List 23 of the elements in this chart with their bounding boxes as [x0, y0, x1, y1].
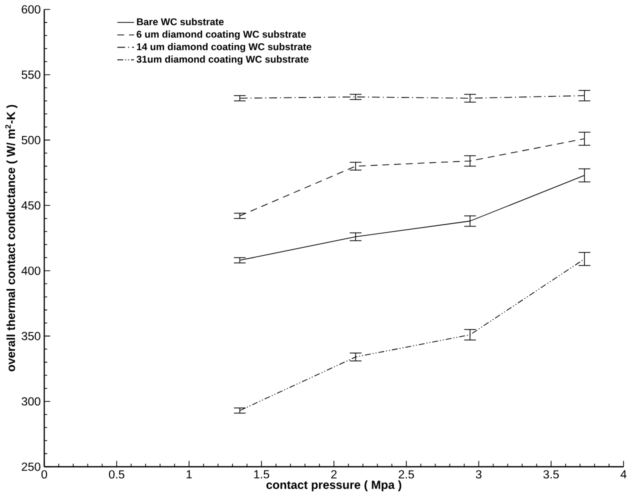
y-tick-label: 550: [22, 70, 40, 80]
x-tick-label: 2: [331, 470, 337, 479]
x-tick-label: 3: [476, 470, 482, 479]
legend-label: 14 um diamond coating WC substrate: [136, 43, 312, 52]
y-tick-label: 400: [21, 266, 40, 276]
x-tick-label: 0: [41, 470, 48, 479]
legend-label: 6 um diamond coating WC substrate: [136, 30, 306, 40]
y-tick-label: 600: [22, 5, 40, 14]
y-tick-label: 350: [22, 332, 40, 340]
y-tick-label: 250: [22, 462, 40, 472]
x-tick-label: 0.5: [108, 470, 124, 479]
y-axis-title: overall thermal contact conductance ( W/ m$^{2}$-K ): [5, 105, 18, 372]
x-tick-label: 2.5: [398, 470, 414, 479]
legend-label: Bare WC substrate: [137, 18, 224, 26]
x-tick-label: 1: [186, 470, 192, 479]
x-tick-label: 1.5: [254, 470, 270, 479]
y-tick-label: 450: [21, 201, 40, 210]
x-tick-label: 4: [620, 470, 626, 479]
y-tick-label: 500: [22, 136, 40, 144]
x-axis-title: contact pressure ( Mpa ): [266, 480, 402, 492]
x-tick-label: 3.5: [543, 470, 559, 479]
y-tick-label: 300: [22, 397, 40, 406]
legend-label: 31um diamond coating WC substrate: [136, 56, 309, 65]
